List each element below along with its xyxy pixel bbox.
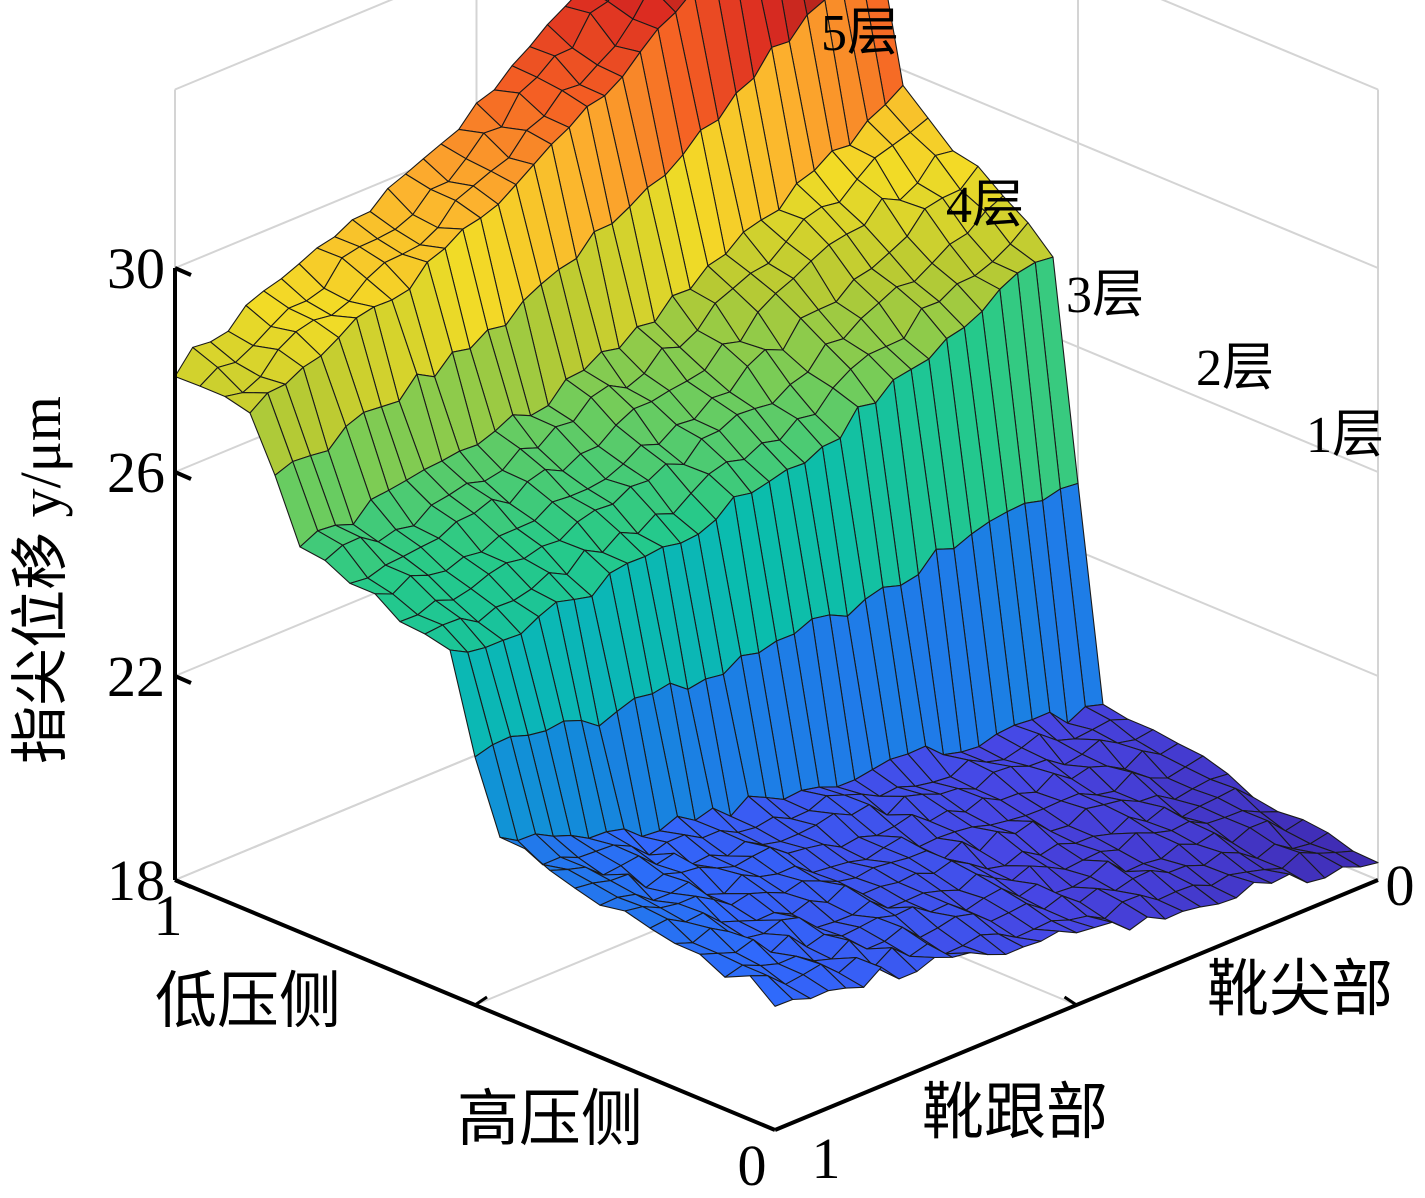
z-tick-label: 26 xyxy=(107,440,165,505)
x-axis-end-label: 1 xyxy=(154,883,183,948)
z-tick-mark xyxy=(174,266,192,277)
y-axis-end-label: 1 xyxy=(812,1126,841,1191)
layer-label: 2层 xyxy=(1196,340,1274,397)
z-tick-label: 22 xyxy=(107,644,165,709)
x-axis-category-label: 低压侧 xyxy=(155,968,341,1036)
layer-label: 4层 xyxy=(946,177,1024,234)
z-tick-label: 30 xyxy=(107,236,165,301)
surface-mesh xyxy=(174,0,1379,1007)
z-tick-mark xyxy=(174,674,192,685)
layer-label: 3层 xyxy=(1066,267,1144,324)
axes-labels: 18 22 26 30 指尖位移 y/μm 1 0 低压侧 高压侧 1 0 靴跟… xyxy=(8,5,1415,1198)
y-axis-category-label: 靴跟部 xyxy=(922,1079,1108,1147)
layer-label: 5层 xyxy=(821,5,899,62)
layer-label: 1层 xyxy=(1306,407,1384,464)
z-axis-title: 指尖位移 y/μm xyxy=(8,396,73,764)
surface-cell xyxy=(749,975,794,1007)
surface-cell xyxy=(662,0,687,13)
y-axis-end-label: 0 xyxy=(1386,853,1415,918)
z-tick-mark xyxy=(174,878,192,889)
z-tick-label: 18 xyxy=(107,848,165,913)
z-tick-mark xyxy=(174,470,192,481)
x-axis-end-label: 0 xyxy=(738,1133,767,1193)
x-axis-category-label: 高压侧 xyxy=(457,1086,643,1154)
y-tick-mark xyxy=(1063,995,1078,1007)
grid-line xyxy=(174,0,1379,91)
x-tick-mark xyxy=(474,995,488,1007)
axes-lines xyxy=(173,266,1379,1132)
y-axis-category-label: 靴尖部 xyxy=(1207,956,1393,1024)
